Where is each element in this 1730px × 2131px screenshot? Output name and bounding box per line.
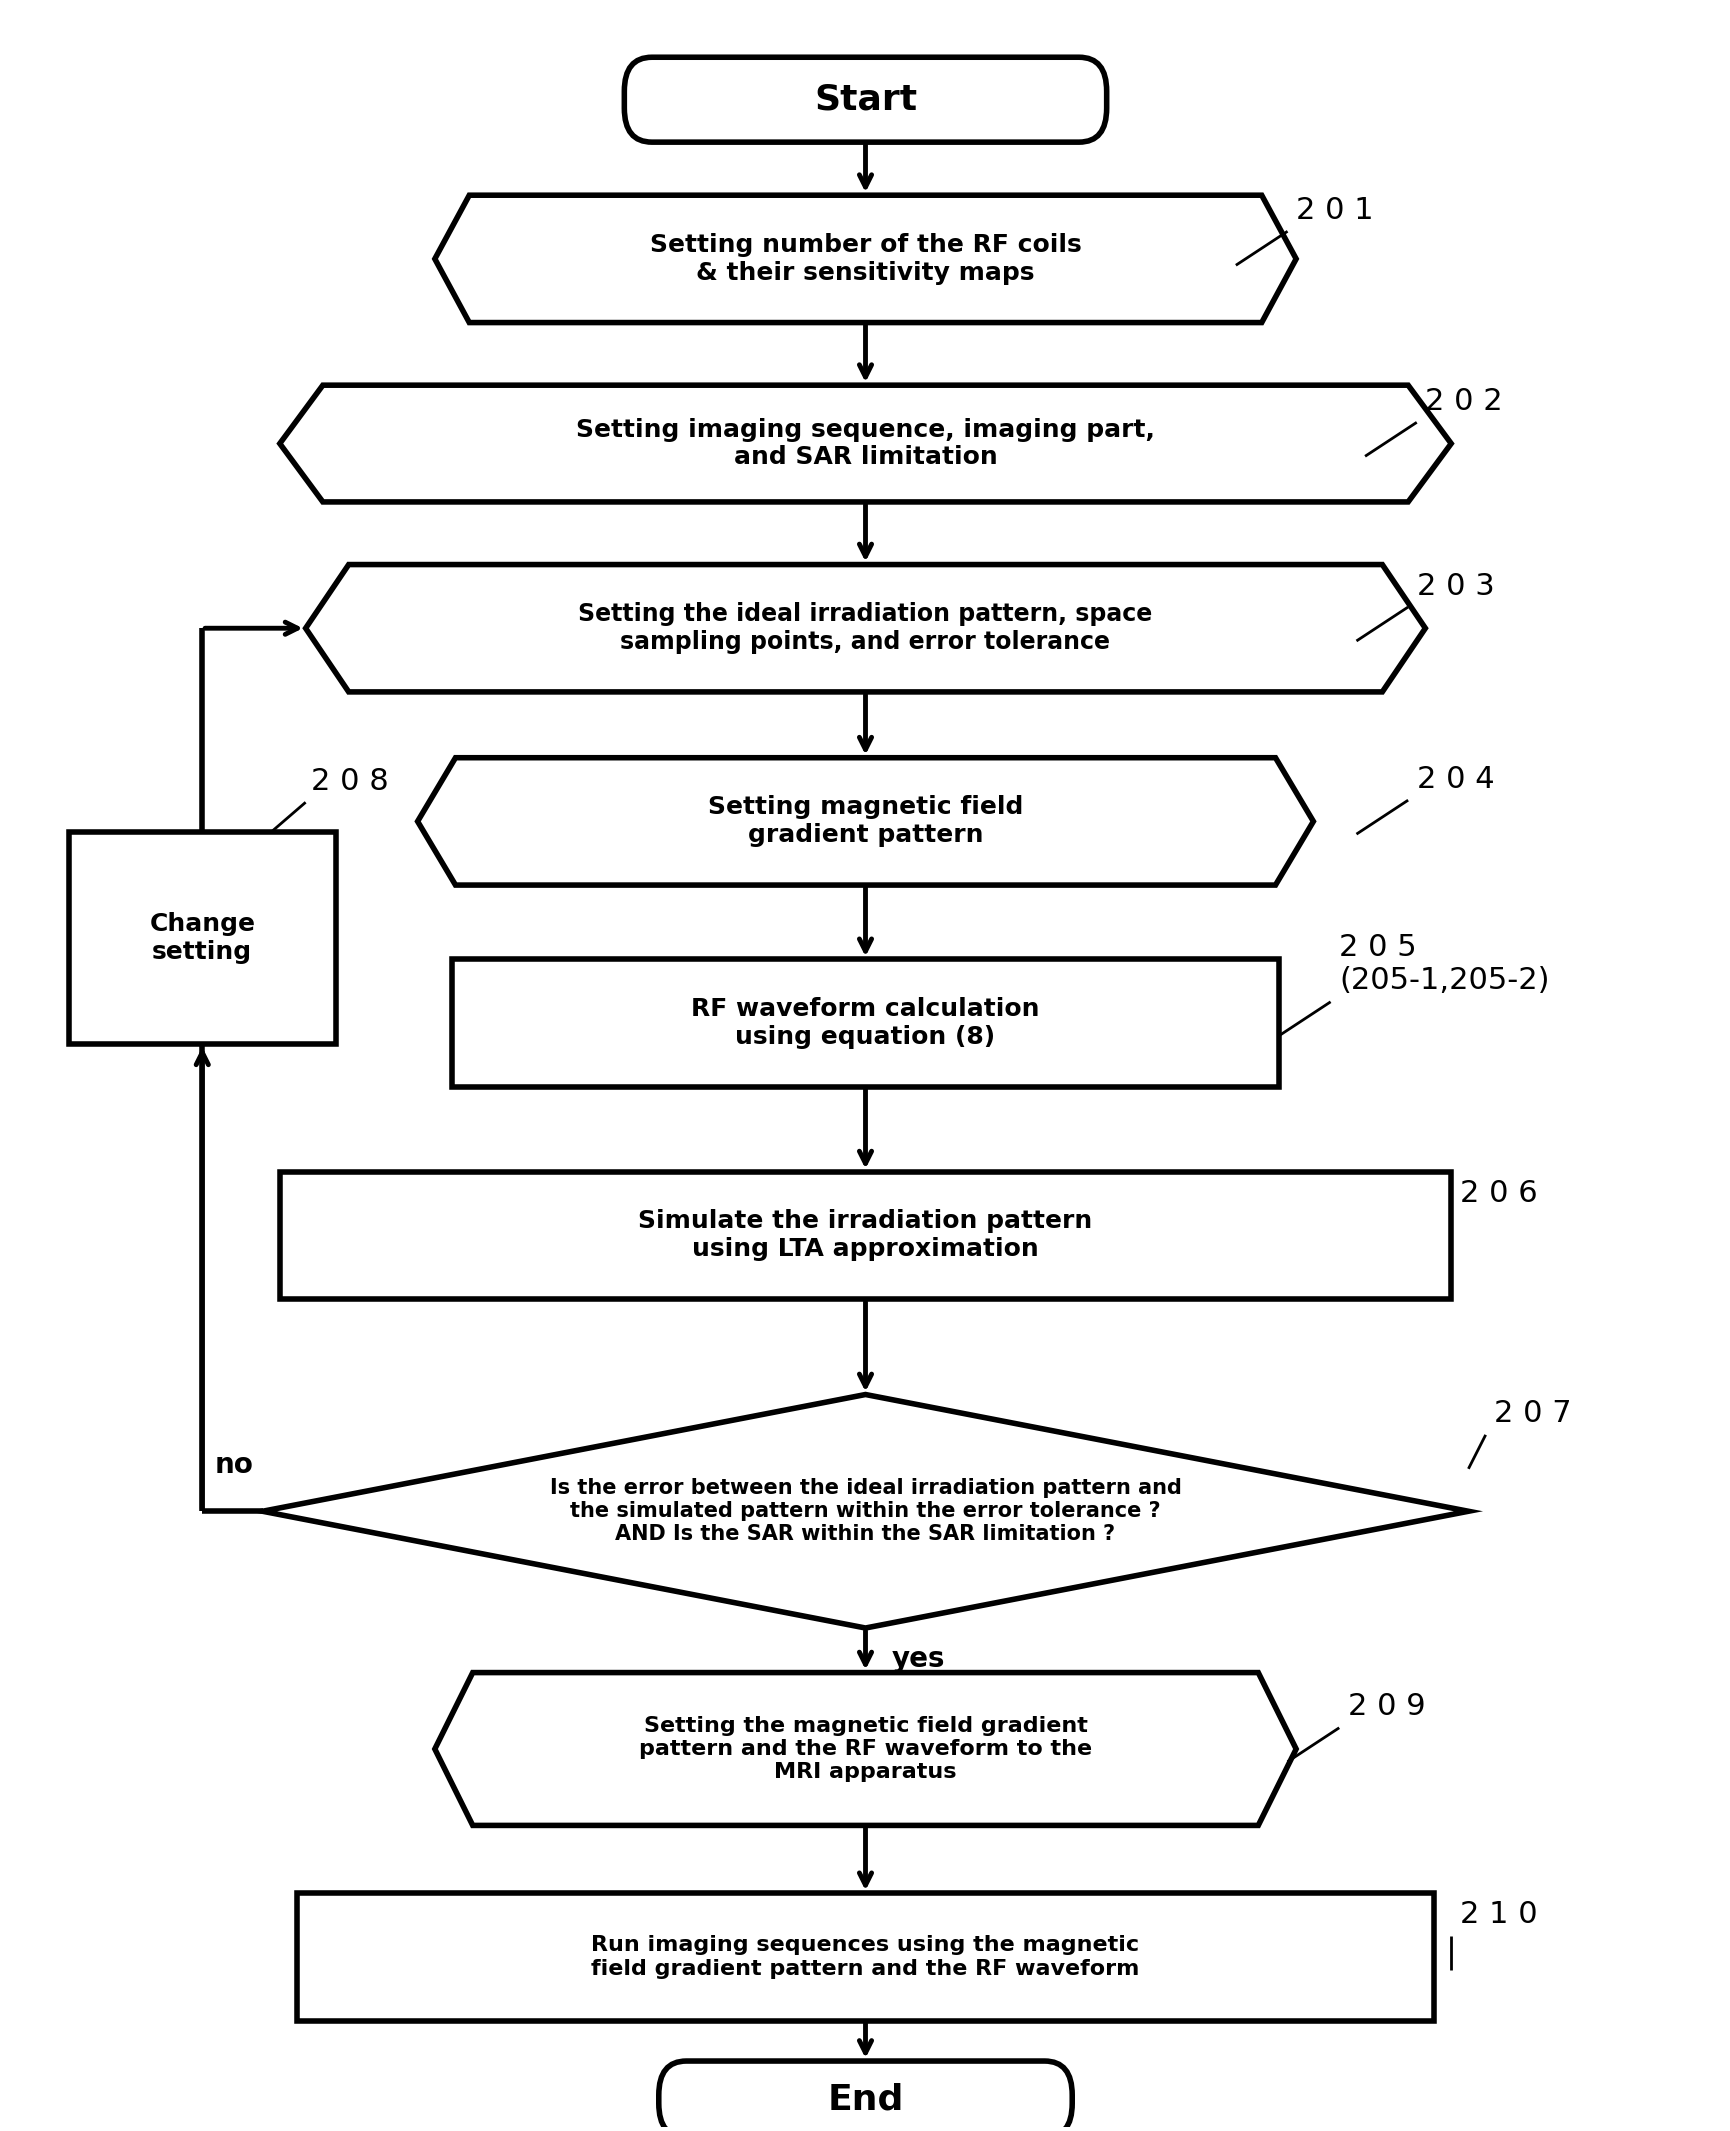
Polygon shape [434, 196, 1296, 322]
Text: Setting magnetic field
gradient pattern: Setting magnetic field gradient pattern [708, 795, 1022, 848]
Bar [280, 1172, 1450, 1300]
Text: 2 0 2: 2 0 2 [1424, 388, 1502, 416]
Text: Start: Start [813, 83, 917, 117]
Polygon shape [434, 1673, 1296, 1826]
Text: Change
setting: Change setting [149, 912, 254, 963]
Text: Setting the ideal irradiation pattern, space
sampling points, and error toleranc: Setting the ideal irradiation pattern, s… [578, 603, 1152, 654]
Text: Simulate the irradiation pattern
using LTA approximation: Simulate the irradiation pattern using L… [638, 1210, 1092, 1262]
Text: Setting number of the RF coils
& their sensitivity maps: Setting number of the RF coils & their s… [649, 232, 1081, 286]
Text: no: no [215, 1451, 254, 1479]
Text: End: End [827, 2082, 903, 2116]
Text: Setting the magnetic field gradient
pattern and the RF waveform to the
MRI appar: Setting the magnetic field gradient patt… [638, 1715, 1092, 1782]
Bar [452, 959, 1278, 1087]
Text: Run imaging sequences using the magnetic
field gradient pattern and the RF wavef: Run imaging sequences using the magnetic… [592, 1935, 1138, 1978]
Polygon shape [417, 759, 1313, 884]
Text: 2 0 5
(205-1,205-2): 2 0 5 (205-1,205-2) [1339, 933, 1548, 995]
Text: 2 0 8: 2 0 8 [311, 767, 388, 795]
Text: 2 0 3: 2 0 3 [1415, 571, 1493, 601]
Text: Setting imaging sequence, imaging part,
and SAR limitation: Setting imaging sequence, imaging part, … [576, 418, 1154, 469]
Bar [298, 1892, 1432, 2020]
FancyBboxPatch shape [625, 58, 1105, 143]
Text: 2 0 6: 2 0 6 [1458, 1178, 1536, 1208]
Text: 2 0 1: 2 0 1 [1296, 196, 1374, 226]
Polygon shape [306, 565, 1424, 693]
FancyBboxPatch shape [659, 2061, 1071, 2131]
Text: RF waveform calculation
using equation (8): RF waveform calculation using equation (… [690, 997, 1040, 1048]
Text: 2 0 4: 2 0 4 [1415, 765, 1493, 795]
Text: 2 0 7: 2 0 7 [1493, 1400, 1571, 1428]
Text: yes: yes [891, 1645, 945, 1673]
Bar [69, 831, 336, 1044]
Text: Is the error between the ideal irradiation pattern and
the simulated pattern wit: Is the error between the ideal irradiati… [548, 1479, 1182, 1545]
Polygon shape [263, 1394, 1467, 1628]
Polygon shape [280, 386, 1450, 503]
Text: 2 1 0: 2 1 0 [1458, 1901, 1536, 1929]
Text: 2 0 9: 2 0 9 [1348, 1692, 1424, 1722]
